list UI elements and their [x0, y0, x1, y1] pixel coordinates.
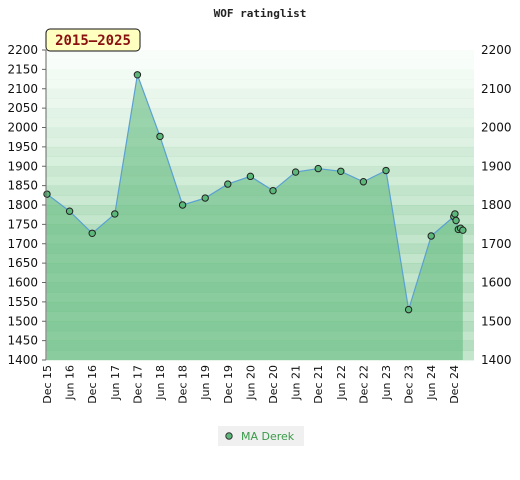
background-band	[46, 156, 474, 167]
background-band	[46, 50, 474, 61]
background-band	[46, 88, 474, 99]
data-point[interactable]	[65, 207, 74, 215]
y-tick-label: 1700	[7, 237, 38, 251]
background-band	[46, 175, 474, 187]
x-tick-label: Jun 19	[199, 365, 212, 401]
y-tick-label: 1900	[7, 159, 38, 173]
area-fill	[47, 74, 463, 361]
data-point[interactable]	[459, 226, 467, 234]
chart-title: WOF ratinglist	[214, 7, 307, 20]
x-tick-label: Jun 16	[64, 365, 77, 401]
y-tick-label: 2000	[7, 121, 38, 135]
period-badge-box	[45, 28, 141, 52]
legend-label: MA Derek	[241, 430, 295, 443]
x-tick-label: Dec 20	[267, 365, 280, 404]
x-tick-label: Jun 22	[335, 365, 348, 401]
x-tick-label: Dec 15	[41, 365, 54, 404]
background-band	[46, 59, 474, 70]
x-tick-label: Jun 21	[290, 365, 303, 401]
y-tick-label: 1500	[7, 314, 38, 328]
y-tick-label-right: 1800	[481, 198, 512, 212]
data-point[interactable]	[156, 132, 164, 141]
y-axis-right: 2200 2100 2000 1900 1800 1700 1600 1500 1400	[481, 43, 512, 367]
y-tick-label-right: 1500	[481, 314, 512, 328]
data-point[interactable]	[133, 71, 142, 79]
data-point[interactable]	[427, 232, 435, 240]
y-tick-label: 1650	[7, 256, 38, 270]
y-tick-label: 1450	[7, 334, 38, 348]
y-tick-label-right: 1700	[481, 237, 512, 251]
background-band	[46, 98, 474, 109]
x-axis: Dec 15 Jun 16 Dec 16 Jun 17 Dec 17 Jun 18 Dec …	[41, 365, 461, 404]
background-band	[46, 117, 474, 128]
series-area	[47, 74, 463, 361]
background-band	[46, 127, 474, 138]
x-tick-label: Jun 24	[425, 365, 438, 401]
x-tick-label: Jun 20	[244, 365, 257, 401]
background-band	[46, 137, 474, 148]
y-tick-label: 2050	[7, 101, 38, 115]
data-point[interactable]	[269, 186, 277, 195]
y-tick-label: 2150	[7, 62, 38, 76]
data-point[interactable]	[337, 167, 345, 175]
data-point[interactable]	[382, 166, 390, 175]
data-point[interactable]	[178, 201, 187, 209]
y-tick-label: 2100	[7, 82, 38, 96]
data-point[interactable]	[314, 164, 322, 173]
period-badge-label: 2015–2025	[55, 33, 131, 49]
data-point[interactable]	[111, 210, 119, 218]
data-point[interactable]	[291, 168, 300, 176]
y-tick-label: 1750	[7, 217, 38, 231]
data-point[interactable]	[43, 190, 51, 198]
period-badge: 2015–2025	[45, 28, 141, 52]
y-tick-label: 1550	[7, 295, 38, 309]
x-tick-label: Dec 22	[357, 365, 370, 404]
x-tick-label: Jun 18	[154, 365, 167, 401]
data-point[interactable]	[404, 305, 413, 314]
x-tick-label: Jun 17	[109, 365, 122, 401]
x-tick-label: Dec 21	[312, 365, 325, 404]
background-band	[46, 108, 474, 119]
y-tick-label: 2200	[7, 43, 38, 57]
y-tick-label: 1400	[7, 353, 38, 367]
data-point[interactable]	[246, 172, 255, 181]
background-band	[46, 69, 474, 80]
y-tick-label-right: 2200	[481, 43, 512, 57]
legend-marker	[225, 432, 233, 440]
x-tick-label: Dec 24	[448, 365, 461, 404]
y-tick-label: 1600	[7, 276, 38, 290]
legend[interactable]: MA Derek	[218, 426, 304, 446]
x-tick-label: Dec 18	[177, 365, 190, 404]
background-band	[46, 146, 474, 157]
x-tick-label: Dec 16	[86, 365, 99, 404]
legend-box	[218, 426, 304, 446]
data-point[interactable]	[451, 210, 459, 218]
data-point[interactable]	[224, 180, 232, 188]
y-tick-label-right: 1400	[481, 353, 512, 367]
y-tick-label-right: 2000	[481, 121, 512, 135]
data-point[interactable]	[88, 229, 96, 237]
x-tick-label: Dec 17	[131, 365, 144, 404]
x-tick-label: Dec 19	[222, 365, 235, 404]
y-axis-left: 2200 2150 2100 2050 2000 1950 1900 1850 1800 1750…	[7, 43, 46, 367]
data-points	[43, 71, 467, 314]
y-tick-label: 1850	[7, 179, 38, 193]
y-tick-label-right: 1600	[481, 276, 512, 290]
x-tick-label: Dec 23	[403, 365, 416, 404]
y-tick-label: 1800	[7, 198, 38, 212]
y-tick-label-right: 1900	[481, 159, 512, 173]
y-tick-label-right: 2100	[481, 82, 512, 96]
data-point[interactable]	[359, 178, 368, 186]
background-band	[46, 79, 474, 90]
x-tick-label: Jun 23	[380, 365, 393, 401]
data-point[interactable]	[452, 216, 460, 225]
y-tick-label: 1950	[7, 140, 38, 154]
data-point[interactable]	[201, 194, 209, 202]
background-band	[46, 166, 474, 177]
